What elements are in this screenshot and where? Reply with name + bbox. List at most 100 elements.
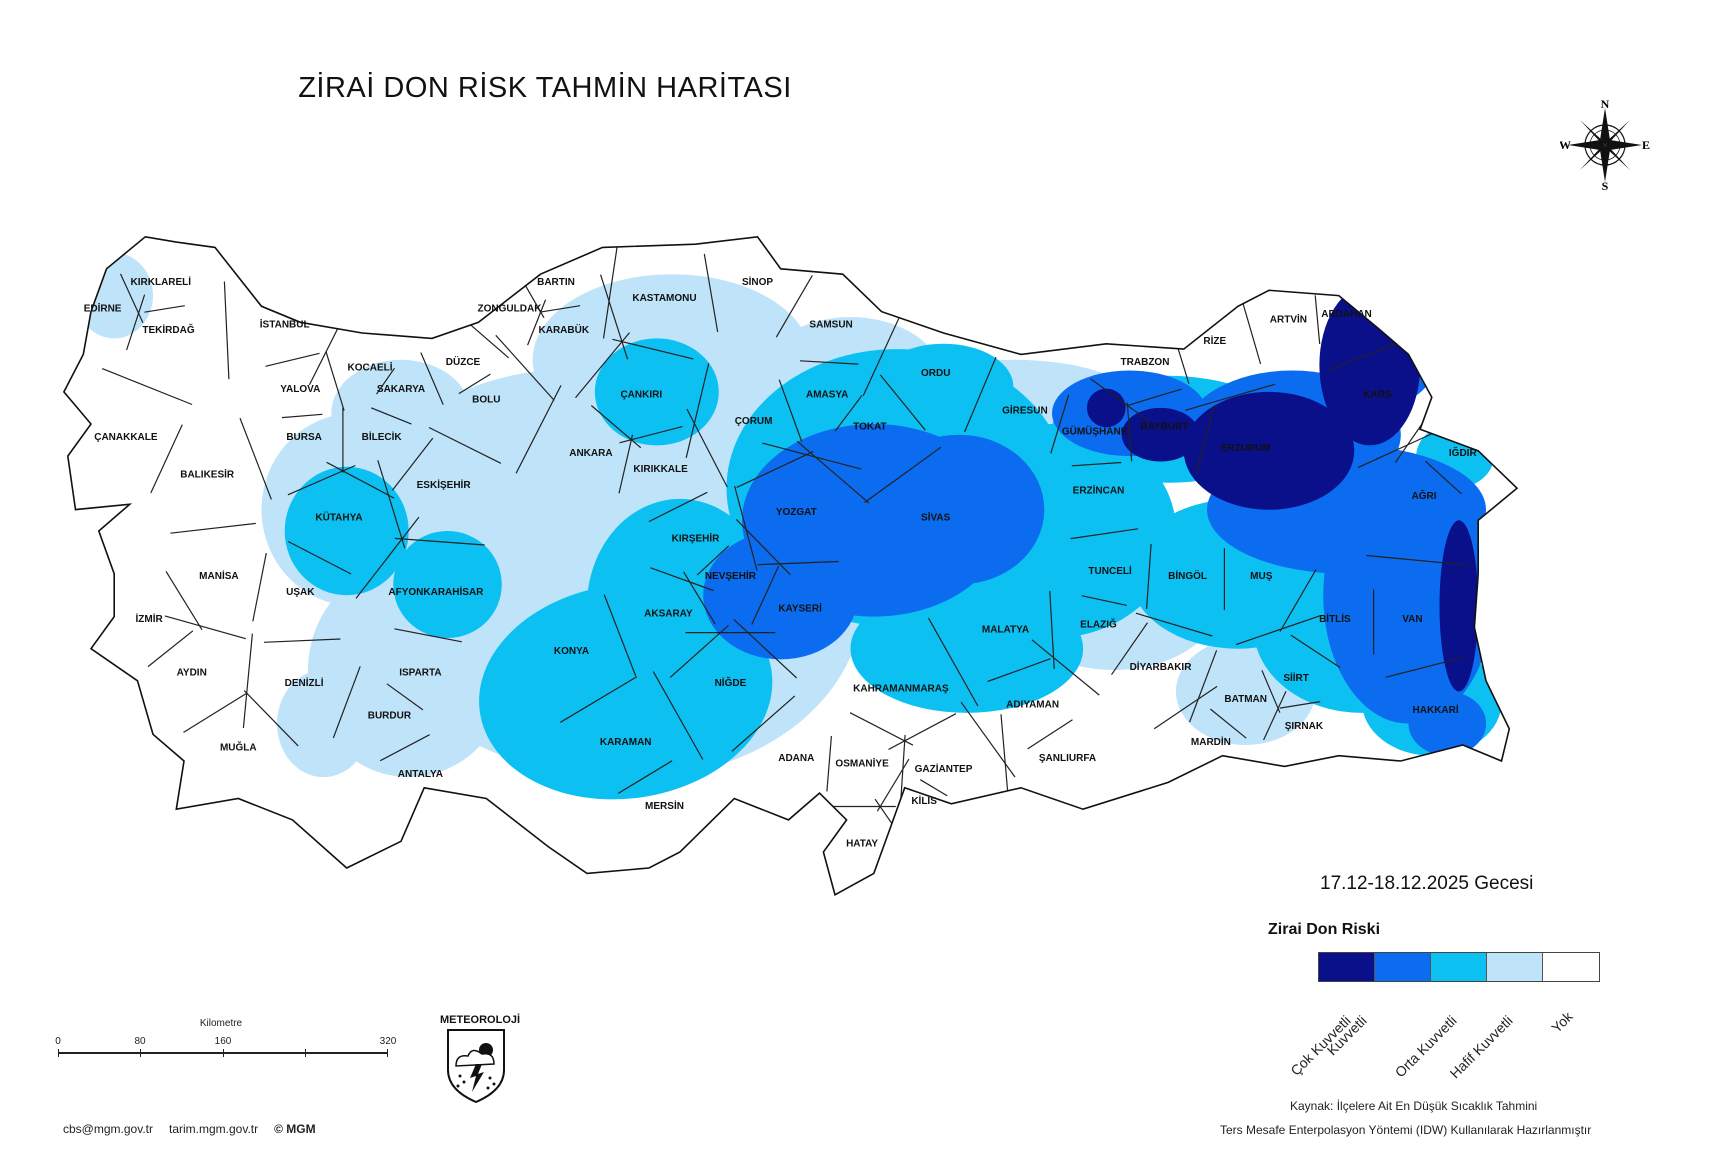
province-label: BAYBURT <box>1140 421 1188 432</box>
province-border <box>252 552 267 622</box>
province-label: UŞAK <box>286 587 315 598</box>
province-border <box>332 666 361 739</box>
scale-tick <box>305 1049 306 1057</box>
risk-zone <box>1408 691 1487 756</box>
province-border <box>560 676 638 723</box>
province-border <box>734 485 758 571</box>
province-border <box>1261 670 1281 713</box>
province-border <box>703 253 719 333</box>
province-border <box>1209 708 1247 739</box>
province-border <box>1070 528 1139 540</box>
province-label: GÜMÜŞHANE <box>1062 425 1128 438</box>
province-label: IĞDIR <box>1449 446 1478 459</box>
province-border <box>778 379 803 442</box>
province-border <box>1279 569 1317 632</box>
province-label: ISPARTA <box>399 667 441 678</box>
province-border <box>1090 378 1150 422</box>
province-label: MARDİN <box>1191 735 1231 748</box>
province-label: İSTANBUL <box>260 318 310 331</box>
province-border <box>126 294 146 351</box>
legend-swatch-orta-kuvvetli <box>1431 953 1487 981</box>
province-border <box>243 690 299 747</box>
scale-tick-label: 320 <box>379 1036 397 1047</box>
province-border <box>326 461 395 499</box>
province-border <box>612 338 694 360</box>
province-label: KİLİS <box>911 794 937 807</box>
province-label: SAMSUN <box>809 320 852 331</box>
province-border <box>1279 701 1321 709</box>
province-borders <box>101 247 1470 852</box>
province-border <box>263 638 341 643</box>
compass-e: E <box>1642 138 1650 152</box>
province-border <box>834 395 863 432</box>
province-border <box>223 281 230 380</box>
province-label: ARTVİN <box>1270 312 1307 325</box>
province-border <box>618 434 634 494</box>
legend-swatch-kuvvetli <box>1375 953 1431 981</box>
province-label: İZMİR <box>135 612 163 625</box>
province-label: ZONGULDAK <box>478 304 543 315</box>
scale-tick <box>223 1049 224 1057</box>
province-border <box>864 446 942 503</box>
province-border <box>1235 614 1322 646</box>
province-border <box>377 460 406 549</box>
province-label: ESKİŞEHİR <box>417 478 472 491</box>
province-border <box>796 440 870 504</box>
province-border <box>150 424 183 494</box>
province-label: KAHRAMANMARAŞ <box>853 684 949 695</box>
province-border <box>1071 461 1122 467</box>
province-border <box>1314 295 1321 345</box>
risk-zone <box>873 343 1014 430</box>
risk-zone <box>331 359 471 467</box>
footer-copyright: © MGM <box>274 1122 316 1136</box>
scale-tick <box>387 1049 388 1057</box>
province-label: BARTIN <box>537 277 575 288</box>
weather-logo-icon <box>447 1029 505 1104</box>
province-border <box>602 247 618 339</box>
province-border <box>849 712 914 746</box>
province-label: MERSİN <box>645 799 684 812</box>
province-border <box>242 633 253 729</box>
province-label: KARAMAN <box>600 737 652 748</box>
province-border <box>355 516 420 599</box>
risk-zone <box>1121 407 1200 462</box>
province-border <box>101 368 193 406</box>
province-label: AMASYA <box>806 389 848 400</box>
province-border <box>762 442 862 470</box>
scale-tick <box>140 1049 141 1057</box>
province-border <box>1049 590 1055 670</box>
compass-rose: N S W E <box>1559 97 1650 193</box>
province-border <box>1263 690 1287 741</box>
province-label: ARDAHAN <box>1321 309 1372 320</box>
province-border <box>165 570 203 631</box>
province-border <box>1328 343 1396 371</box>
province-border <box>1242 301 1262 365</box>
province-border <box>458 373 491 395</box>
province-label: MALATYA <box>982 625 1029 636</box>
compass-n: N <box>1601 100 1610 111</box>
forecast-date: 17.12-18.12.2025 Gecesi <box>1320 873 1534 894</box>
province-label: KARABÜK <box>539 323 590 336</box>
province-border <box>826 736 832 792</box>
risk-zone <box>277 670 370 778</box>
province-label: ADANA <box>778 753 814 764</box>
province-border <box>1081 595 1127 606</box>
scale-tick-label: 0 <box>55 1036 61 1047</box>
footer-site[interactable]: tarim.mgm.gov.tr <box>168 1122 259 1136</box>
province-label: SİVAS <box>921 510 951 523</box>
province-label: BURSA <box>286 432 322 443</box>
province-border <box>669 624 729 678</box>
province-border <box>1111 622 1148 676</box>
province-border <box>648 491 708 523</box>
province-label: ŞANLIURFA <box>1039 753 1096 764</box>
province-border <box>919 779 948 797</box>
province-label: ERZİNCAN <box>1073 484 1125 497</box>
province-border <box>170 522 256 534</box>
province-border <box>617 760 673 794</box>
province-label: RİZE <box>1203 334 1226 347</box>
province-border <box>862 307 905 396</box>
province-border <box>386 683 424 711</box>
province-border <box>1153 685 1218 730</box>
province-border <box>539 305 581 313</box>
footer-email[interactable]: cbs@mgm.gov.tr <box>63 1122 153 1136</box>
